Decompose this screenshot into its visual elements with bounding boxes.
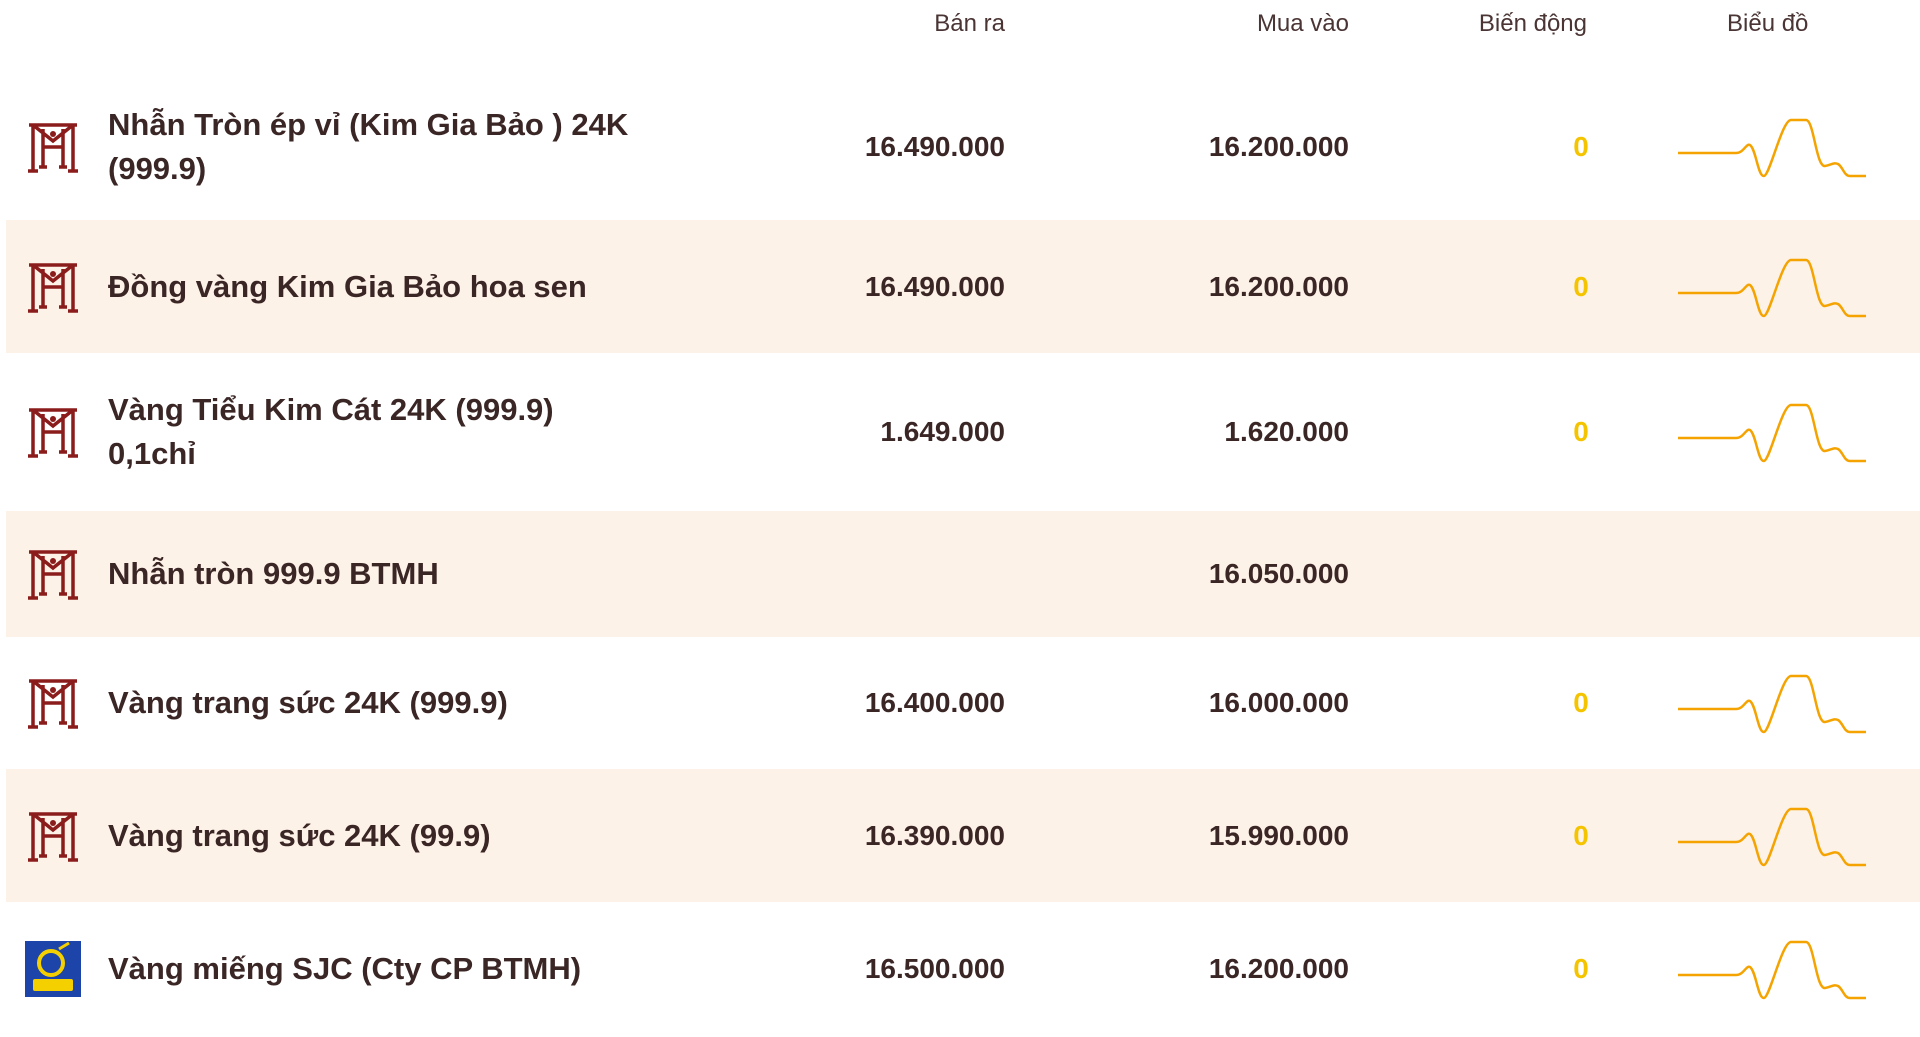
sparkline (1678, 674, 1868, 734)
change: 0 (1573, 819, 1589, 851)
product-name: Vàng Tiểu Kim Cát 24K (999.9) 0,1chỉ (108, 392, 554, 471)
buy-price: 16.200.000 (1208, 130, 1349, 162)
product-name: Nhẫn Tròn ép vỉ (Kim Gia Bảo ) 24K (999.… (108, 106, 629, 186)
sparkline (1678, 118, 1868, 177)
header-change: Biến động (1478, 10, 1587, 37)
table-row: Vàng trang sức 24K (999.9) 16.400.000 16… (6, 637, 1920, 769)
logo (25, 548, 81, 600)
sell-price: 16.490.000 (864, 130, 1005, 162)
sell-price: 1.649.000 (880, 416, 1005, 447)
sparkline (1678, 403, 1868, 463)
table-row: Đồng vàng Kim Gia Bảo hoa sen 16.490.000… (6, 220, 1920, 353)
sparkline (1678, 258, 1868, 317)
sell-price: 16.490.000 (864, 270, 1005, 302)
change: 0 (1573, 416, 1589, 447)
logo (25, 677, 81, 729)
header-chart: Biểu đồ (1727, 10, 1809, 37)
logo (25, 120, 81, 173)
buy-price: 16.200.000 (1208, 270, 1349, 302)
header-buy: Mua vào (1256, 10, 1349, 37)
sell-price: 16.500.000 (864, 952, 1005, 984)
buy-price: 16.000.000 (1208, 687, 1349, 718)
logo (25, 809, 81, 862)
buy-price: 16.200.000 (1208, 952, 1349, 984)
table-row: Nhẫn Tròn ép vỉ (Kim Gia Bảo ) 24K (999.… (6, 73, 1920, 220)
change: 0 (1573, 130, 1589, 162)
product-name: Vàng miếng SJC (Cty CP BTMH) (108, 950, 582, 986)
logo (25, 940, 81, 997)
product-name: Nhẫn tròn 999.9 BTMH (108, 556, 439, 591)
product-name: Đồng vàng Kim Gia Bảo hoa sen (108, 268, 587, 304)
sell-price: 16.400.000 (864, 687, 1005, 718)
product-name: Vàng trang sức 24K (99.9) (108, 817, 491, 853)
sparkline (1678, 940, 1868, 999)
logo (25, 260, 81, 313)
buy-price: 15.990.000 (1208, 819, 1349, 851)
header-sell: Bán ra (934, 10, 1005, 37)
change: 0 (1573, 270, 1589, 302)
sparkline (1678, 807, 1868, 866)
change: 0 (1573, 687, 1589, 718)
buy-price: 16.050.000 (1208, 558, 1349, 589)
product-name: Vàng trang sức 24K (999.9) (108, 685, 508, 720)
logo (25, 406, 81, 458)
table-row: Vàng Tiểu Kim Cát 24K (999.9) 0,1chỉ 1.6… (6, 353, 1920, 511)
table-row: Vàng miếng SJC (Cty CP BTMH) 16.500.000 … (6, 902, 1920, 1035)
change: 0 (1573, 952, 1589, 984)
sell-price: 16.390.000 (864, 819, 1005, 851)
table-row: Vàng trang sức 24K (99.9) 16.390.000 15.… (6, 769, 1920, 902)
buy-price: 1.620.000 (1224, 416, 1349, 447)
table-row: Nhẫn tròn 999.9 BTMH 16.050.000 (6, 511, 1920, 637)
